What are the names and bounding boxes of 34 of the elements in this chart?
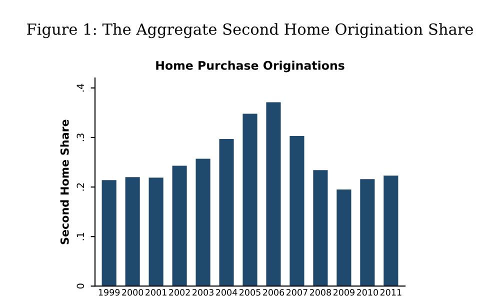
x-tick-label: 2000 (122, 289, 144, 296)
x-tick-label: 2010 (356, 289, 378, 296)
x-tick-label: 1999 (98, 289, 120, 296)
x-tick-label: 2007 (286, 289, 308, 296)
bar (219, 138, 234, 286)
y-tick-label: .1 (76, 232, 84, 240)
x-tick-label: 2006 (262, 289, 284, 296)
bar (313, 170, 328, 286)
y-tick-label: .3 (76, 134, 84, 142)
bar (290, 136, 304, 286)
y-tick-label: 0 (76, 284, 84, 289)
x-tick-label: 2004 (216, 289, 238, 296)
x-tick-label: 2008 (310, 289, 331, 296)
y-axis-title: Second Home Share (60, 120, 69, 244)
bar (102, 180, 116, 286)
x-tick-label: 2011 (380, 289, 402, 296)
x-tick-label: 2002 (169, 289, 190, 296)
chart-subtitle: Home Purchase Originations (156, 60, 344, 72)
bar (172, 166, 187, 286)
bar (242, 114, 258, 286)
x-tick-label: 2003 (192, 289, 214, 296)
bar (196, 158, 210, 286)
bar (125, 177, 140, 286)
bar (360, 179, 375, 286)
x-tick-label: 2005 (240, 289, 260, 296)
bar (384, 176, 398, 286)
x-tick-label: 2009 (333, 289, 354, 296)
chart-title: Figure 1: The Aggregate Second Home Origination Share (27, 23, 473, 38)
y-tick-label: .4 (76, 84, 84, 92)
bar (148, 178, 164, 286)
bar (336, 190, 352, 286)
x-tick-label: 2001 (146, 289, 166, 296)
bar (266, 102, 281, 286)
y-tick-label: .2 (76, 183, 84, 191)
